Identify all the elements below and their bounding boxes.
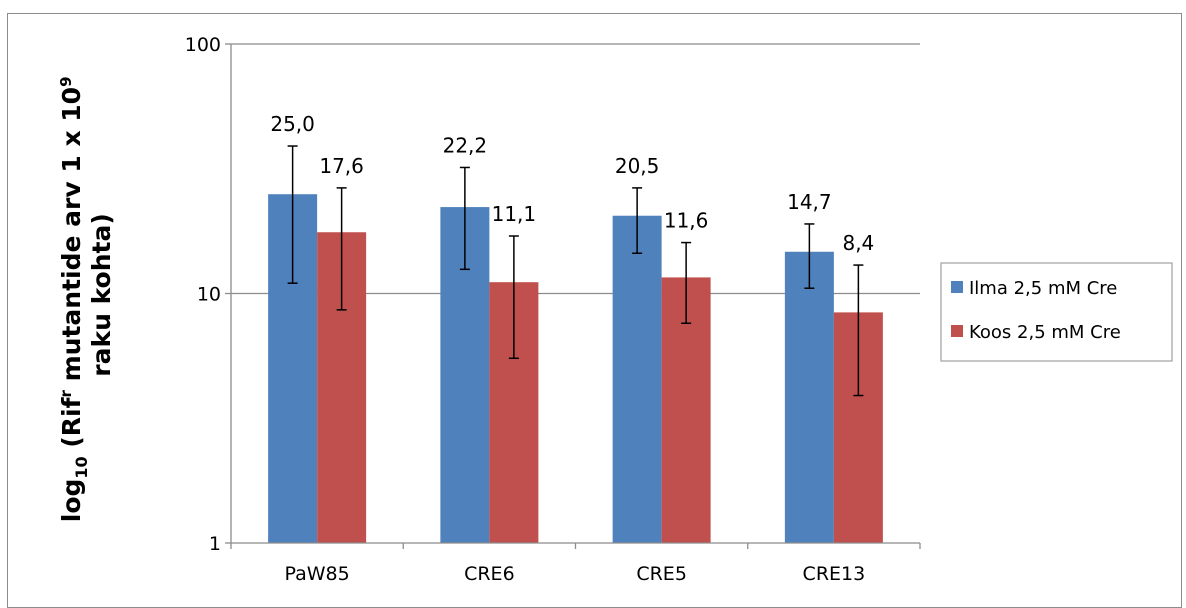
data-label: 11,6 [664, 209, 709, 233]
y-tick-label: 1 [209, 533, 221, 555]
bar [612, 215, 662, 543]
legend-box [940, 262, 1173, 362]
legend-swatch-koos [951, 325, 963, 337]
x-category-label: CRE6 [464, 563, 515, 585]
y-axis-label-sup2: 9 [57, 76, 75, 86]
y-axis-label-rest: mutantide arv 1 x 10 [57, 87, 86, 390]
data-label: 20,5 [615, 154, 660, 178]
data-label: 17,6 [319, 154, 364, 178]
x-category-label: CRE13 [803, 563, 866, 585]
legend-label-ilma: Ilma 2,5 mM Cre [969, 278, 1117, 299]
data-label: 8,4 [842, 231, 874, 255]
labels: 1 10 100 PaW85 25,017,6 CRE6 22,2 11,1 CRE5 20,5 1… [185, 34, 875, 585]
legend-label-koos: Koos 2,5 mM Cre [969, 322, 1121, 343]
data-label: 11,1 [492, 202, 537, 226]
data-label: 25,0 [270, 112, 315, 136]
bars [268, 194, 883, 544]
y-axis-label-prefix: log [57, 479, 86, 523]
data-label: 14,7 [787, 190, 832, 214]
y-axis-label-mid: (Rif [57, 396, 86, 456]
legend: Ilma 2,5 mM Cre Koos 2,5 mM Cre [940, 262, 1173, 362]
y-axis-label-line2: raku kohta) [87, 213, 116, 377]
y-axis-label: log10 (Rifr mutantide arv 1 x 109 raku k… [48, 68, 116, 522]
data-label: 22,2 [443, 133, 488, 157]
x-category-label: PaW85 [285, 563, 350, 585]
axes [225, 43, 921, 549]
y-tick-label: 10 [197, 284, 221, 306]
x-category-label: CRE5 [636, 563, 687, 585]
y-tick-label: 100 [185, 34, 221, 56]
error-bars [287, 145, 864, 397]
y-axis-label-sub: 10 [72, 456, 91, 478]
legend-swatch-ilma [951, 281, 963, 293]
bar [784, 251, 834, 543]
y-axis-label-sup1: r [57, 390, 75, 398]
